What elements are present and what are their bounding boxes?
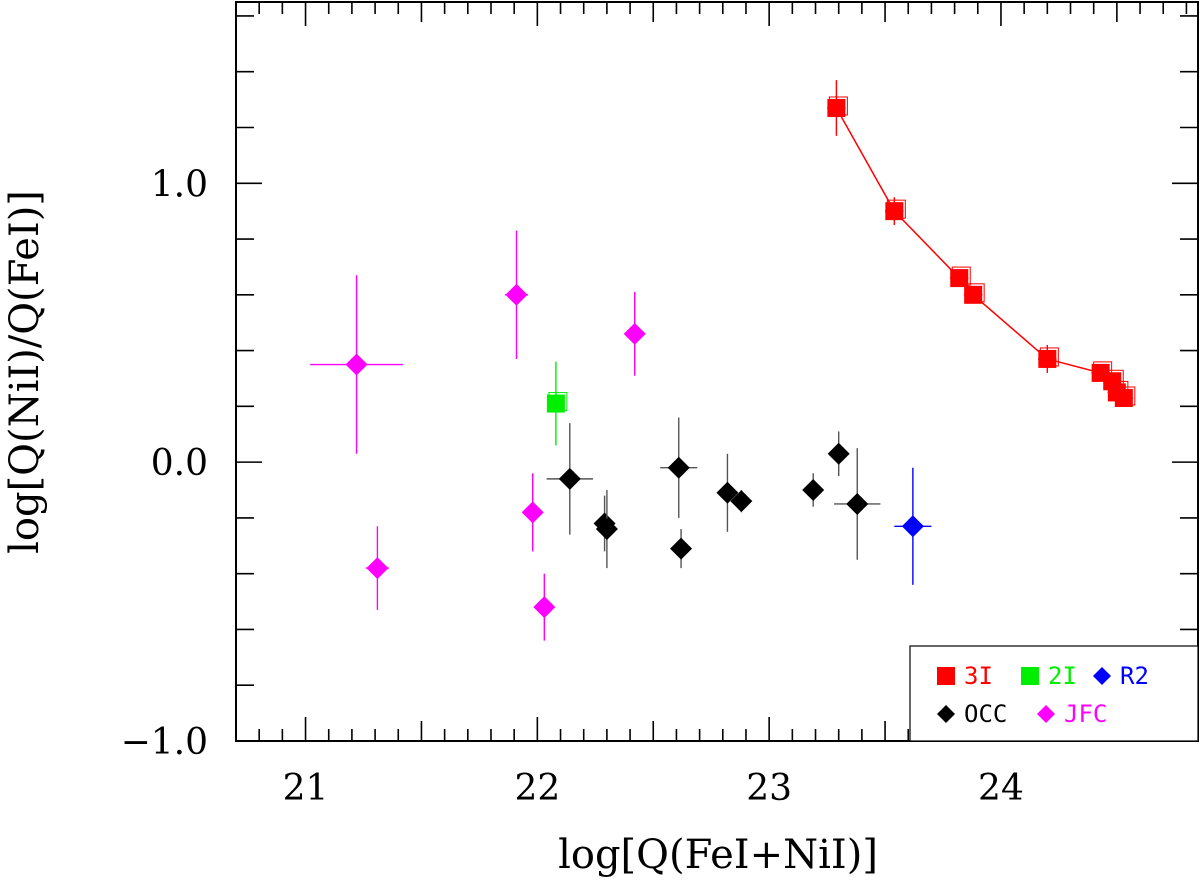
- data-point-3i-edge: [886, 199, 906, 219]
- x-tick-label: 21: [283, 768, 329, 809]
- series-2i: [546, 361, 568, 446]
- data-point-occ: [716, 481, 739, 504]
- series-occ: [546, 417, 881, 569]
- series-3i: [827, 80, 1136, 407]
- legend: 3I 2I R2 OCC JFC: [909, 645, 1199, 742]
- data-point-occ: [846, 492, 869, 515]
- data-point-3i: [1038, 349, 1057, 368]
- data-point-occ: [667, 456, 690, 479]
- data-point-3i: [1114, 388, 1133, 407]
- data-point-3i: [964, 285, 983, 304]
- y-axis-label: log[Q(NiI)/Q(FeI)]: [2, 190, 48, 554]
- y-tick-label: 1.0: [151, 164, 208, 205]
- plot-border: [235, 1, 1199, 742]
- y-tick-label: 0.0: [151, 443, 208, 484]
- legend-marker-3i: [937, 667, 955, 685]
- data-point-occ: [730, 490, 753, 513]
- legend-marker-jfc: [1037, 705, 1055, 723]
- x-axis-label: log[Q(FeI+NiI)]: [558, 832, 878, 878]
- legend-box: [909, 645, 1199, 742]
- axis-ticks: [235, 2, 1198, 742]
- data-point-jfc: [345, 353, 368, 376]
- legend-label-jfc: JFC: [1064, 700, 1107, 728]
- data-point-occ: [802, 479, 825, 502]
- y-tick-label: −1.0: [121, 722, 208, 763]
- legend-marker-r2: [1093, 667, 1111, 685]
- data-point-3i-edge: [828, 96, 848, 116]
- data-point-3i-edge: [1093, 361, 1113, 381]
- plot-frame: [235, 1, 1199, 742]
- data-point-jfc: [505, 283, 528, 306]
- legend-label-occ: OCC: [964, 700, 1007, 728]
- data-point-3i-edge: [1039, 347, 1059, 367]
- data-point-occ: [670, 537, 693, 560]
- data-point-2i: [546, 394, 565, 413]
- x-tick-label: 23: [746, 768, 792, 809]
- x-tick-label: 22: [514, 768, 560, 809]
- data-point-2i-edge: [548, 392, 568, 412]
- data-point-r2: [901, 515, 924, 538]
- data-point-jfc: [623, 322, 646, 345]
- legend-marker-2i: [1021, 667, 1039, 685]
- legend-marker-occ: [937, 705, 955, 723]
- data-point-jfc: [366, 557, 389, 580]
- legend-label-2i: 2I: [1048, 662, 1077, 690]
- data-points: [310, 80, 1136, 641]
- data-point-3i: [885, 202, 904, 221]
- legend-label-3i: 3I: [964, 662, 993, 690]
- data-point-3i-edge: [951, 266, 971, 286]
- data-point-3i-edge: [965, 283, 985, 303]
- axis-tick-labels: 21 22 23 24 −1.0 0.0 1.0: [121, 164, 1024, 809]
- data-point-3i: [950, 269, 969, 288]
- x-tick-label: 24: [978, 768, 1024, 809]
- data-point-occ: [827, 442, 850, 465]
- series-jfc: [310, 230, 646, 641]
- data-point-occ: [558, 467, 581, 490]
- legend-label-r2: R2: [1120, 662, 1149, 690]
- data-point-occ: [595, 518, 618, 541]
- data-point-jfc: [533, 596, 556, 619]
- series-line-3i: [835, 107, 1125, 399]
- data-point-jfc: [521, 501, 544, 524]
- series-r2: [894, 467, 932, 585]
- data-point-3i-edge: [1116, 386, 1136, 406]
- data-point-3i: [827, 98, 846, 117]
